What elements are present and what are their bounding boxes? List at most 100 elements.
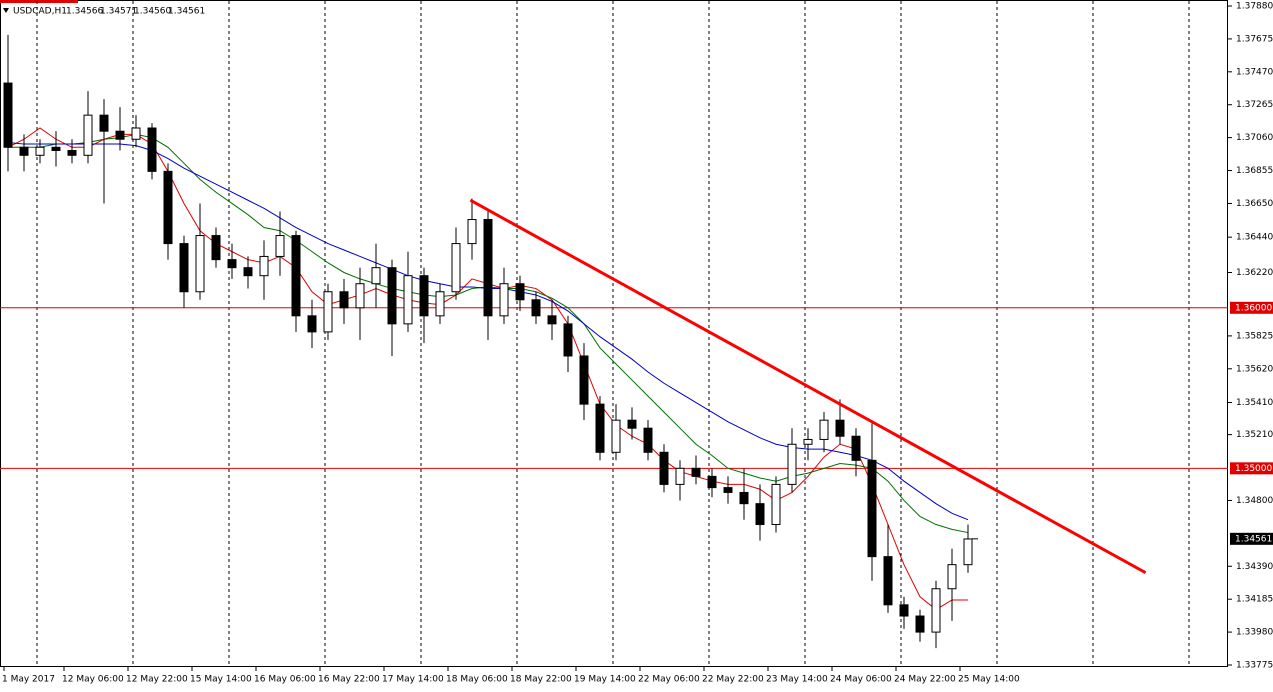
candle-body xyxy=(67,149,77,156)
candle-body xyxy=(723,487,733,493)
candle-body xyxy=(867,459,877,558)
candle-body xyxy=(835,419,845,437)
candle-body xyxy=(115,130,125,140)
candle-body xyxy=(403,275,413,325)
candle-body xyxy=(307,315,317,333)
x-tick-label: 19 May 14:00 xyxy=(574,675,636,685)
header-value: 1.34561 xyxy=(168,7,205,17)
candle-body xyxy=(467,219,477,245)
candle-body xyxy=(963,538,973,566)
trendline xyxy=(469,198,1147,575)
y-tick-label: 1.34800 xyxy=(1236,496,1273,506)
candle-body xyxy=(819,419,829,440)
candle-body xyxy=(739,491,749,505)
moving-average xyxy=(7,127,968,611)
candle-body xyxy=(691,467,701,477)
y-tick-label: 1.37060 xyxy=(1236,133,1273,143)
candle-body xyxy=(547,315,557,325)
x-tick-label: 24 May 22:00 xyxy=(894,675,956,685)
y-tick-label: 1.37880 xyxy=(1236,2,1273,12)
candle-body xyxy=(339,291,349,309)
symbol: USDCAD,H1 xyxy=(13,7,67,17)
x-tick-label: 12 May 06:00 xyxy=(62,675,124,685)
header-bar xyxy=(0,0,78,3)
x-tick-label: 23 May 14:00 xyxy=(766,675,828,685)
candle-body xyxy=(419,275,429,317)
candle-body xyxy=(515,283,525,301)
header-value: 1.34571 xyxy=(100,7,137,17)
y-tick-label: 1.36650 xyxy=(1236,199,1273,209)
candle-body xyxy=(275,235,285,257)
level-tag xyxy=(1230,301,1273,314)
candle-body xyxy=(435,291,445,317)
x-tick-label: 16 May 06:00 xyxy=(254,675,316,685)
last-price-label: 1.34561 xyxy=(1235,534,1272,544)
candle-body xyxy=(675,467,685,485)
y-tick-label: 1.35620 xyxy=(1236,364,1273,374)
candle-body xyxy=(83,114,93,156)
y-tick-label: 1.36440 xyxy=(1236,233,1273,243)
candle-body xyxy=(851,435,861,461)
x-tick-label: 1 May 2017 xyxy=(2,675,55,685)
x-tick-label: 12 May 22:00 xyxy=(126,675,188,685)
y-tick-label: 1.33775 xyxy=(1236,661,1273,671)
candle-body xyxy=(595,403,605,453)
x-tick-label: 15 May 14:00 xyxy=(190,675,252,685)
level-label: 1.35000 xyxy=(1235,464,1272,474)
plot-frame xyxy=(0,0,1228,667)
level-label: 1.36000 xyxy=(1235,303,1272,313)
candle-body xyxy=(803,438,813,445)
candle-body xyxy=(771,483,781,526)
candle-body xyxy=(627,419,637,429)
candle-body xyxy=(323,291,333,333)
candle-body xyxy=(99,114,109,132)
candle-body xyxy=(163,170,173,245)
candle-body xyxy=(211,235,221,261)
candle-body xyxy=(355,283,365,309)
candle-body xyxy=(483,219,493,317)
y-tick-label: 1.34185 xyxy=(1236,595,1273,605)
level-tag xyxy=(1230,462,1273,475)
candle-body xyxy=(3,82,13,148)
y-tick-label: 1.36855 xyxy=(1236,166,1273,176)
header-arrow xyxy=(3,8,9,13)
x-tick-label: 22 May 06:00 xyxy=(638,675,700,685)
header-value: 1.34560 xyxy=(134,7,171,17)
candle-body xyxy=(451,243,461,293)
candle-body xyxy=(243,267,253,277)
y-tick-label: 1.37470 xyxy=(1236,67,1273,77)
candle-body xyxy=(259,255,269,277)
x-tick-label: 25 May 14:00 xyxy=(958,675,1020,685)
candle-body xyxy=(499,283,509,317)
candle-body xyxy=(131,127,141,140)
y-tick-label: 1.35825 xyxy=(1236,331,1273,341)
candle-body xyxy=(947,564,957,590)
candle-body xyxy=(579,355,589,405)
candle-body xyxy=(659,451,669,485)
candle-body xyxy=(51,146,61,151)
candle-body xyxy=(531,299,541,317)
y-tick-label: 1.35410 xyxy=(1236,398,1273,408)
candle-body xyxy=(707,475,717,489)
candle-body xyxy=(371,267,381,285)
candle-body xyxy=(787,443,797,485)
candle-body xyxy=(195,235,205,293)
candle-body xyxy=(227,259,237,269)
x-tick-label: 22 May 22:00 xyxy=(702,675,764,685)
candle-body xyxy=(179,243,189,293)
y-tick-label: 1.37675 xyxy=(1236,34,1273,44)
y-tick-label: 1.35210 xyxy=(1236,430,1273,440)
candle-body xyxy=(19,146,29,156)
x-tick-label: 17 May 14:00 xyxy=(382,675,444,685)
x-tick-label: 18 May 06:00 xyxy=(446,675,508,685)
candle-body xyxy=(643,427,653,453)
y-tick-label: 1.36220 xyxy=(1236,268,1273,278)
last-price-tag xyxy=(1230,532,1273,545)
x-tick-label: 18 May 22:00 xyxy=(510,675,572,685)
candle-body xyxy=(563,323,573,357)
y-tick-label: 1.34390 xyxy=(1236,562,1273,572)
candle-body xyxy=(291,235,301,317)
y-tick-label: 1.33980 xyxy=(1236,628,1273,638)
candle-body xyxy=(931,588,941,633)
